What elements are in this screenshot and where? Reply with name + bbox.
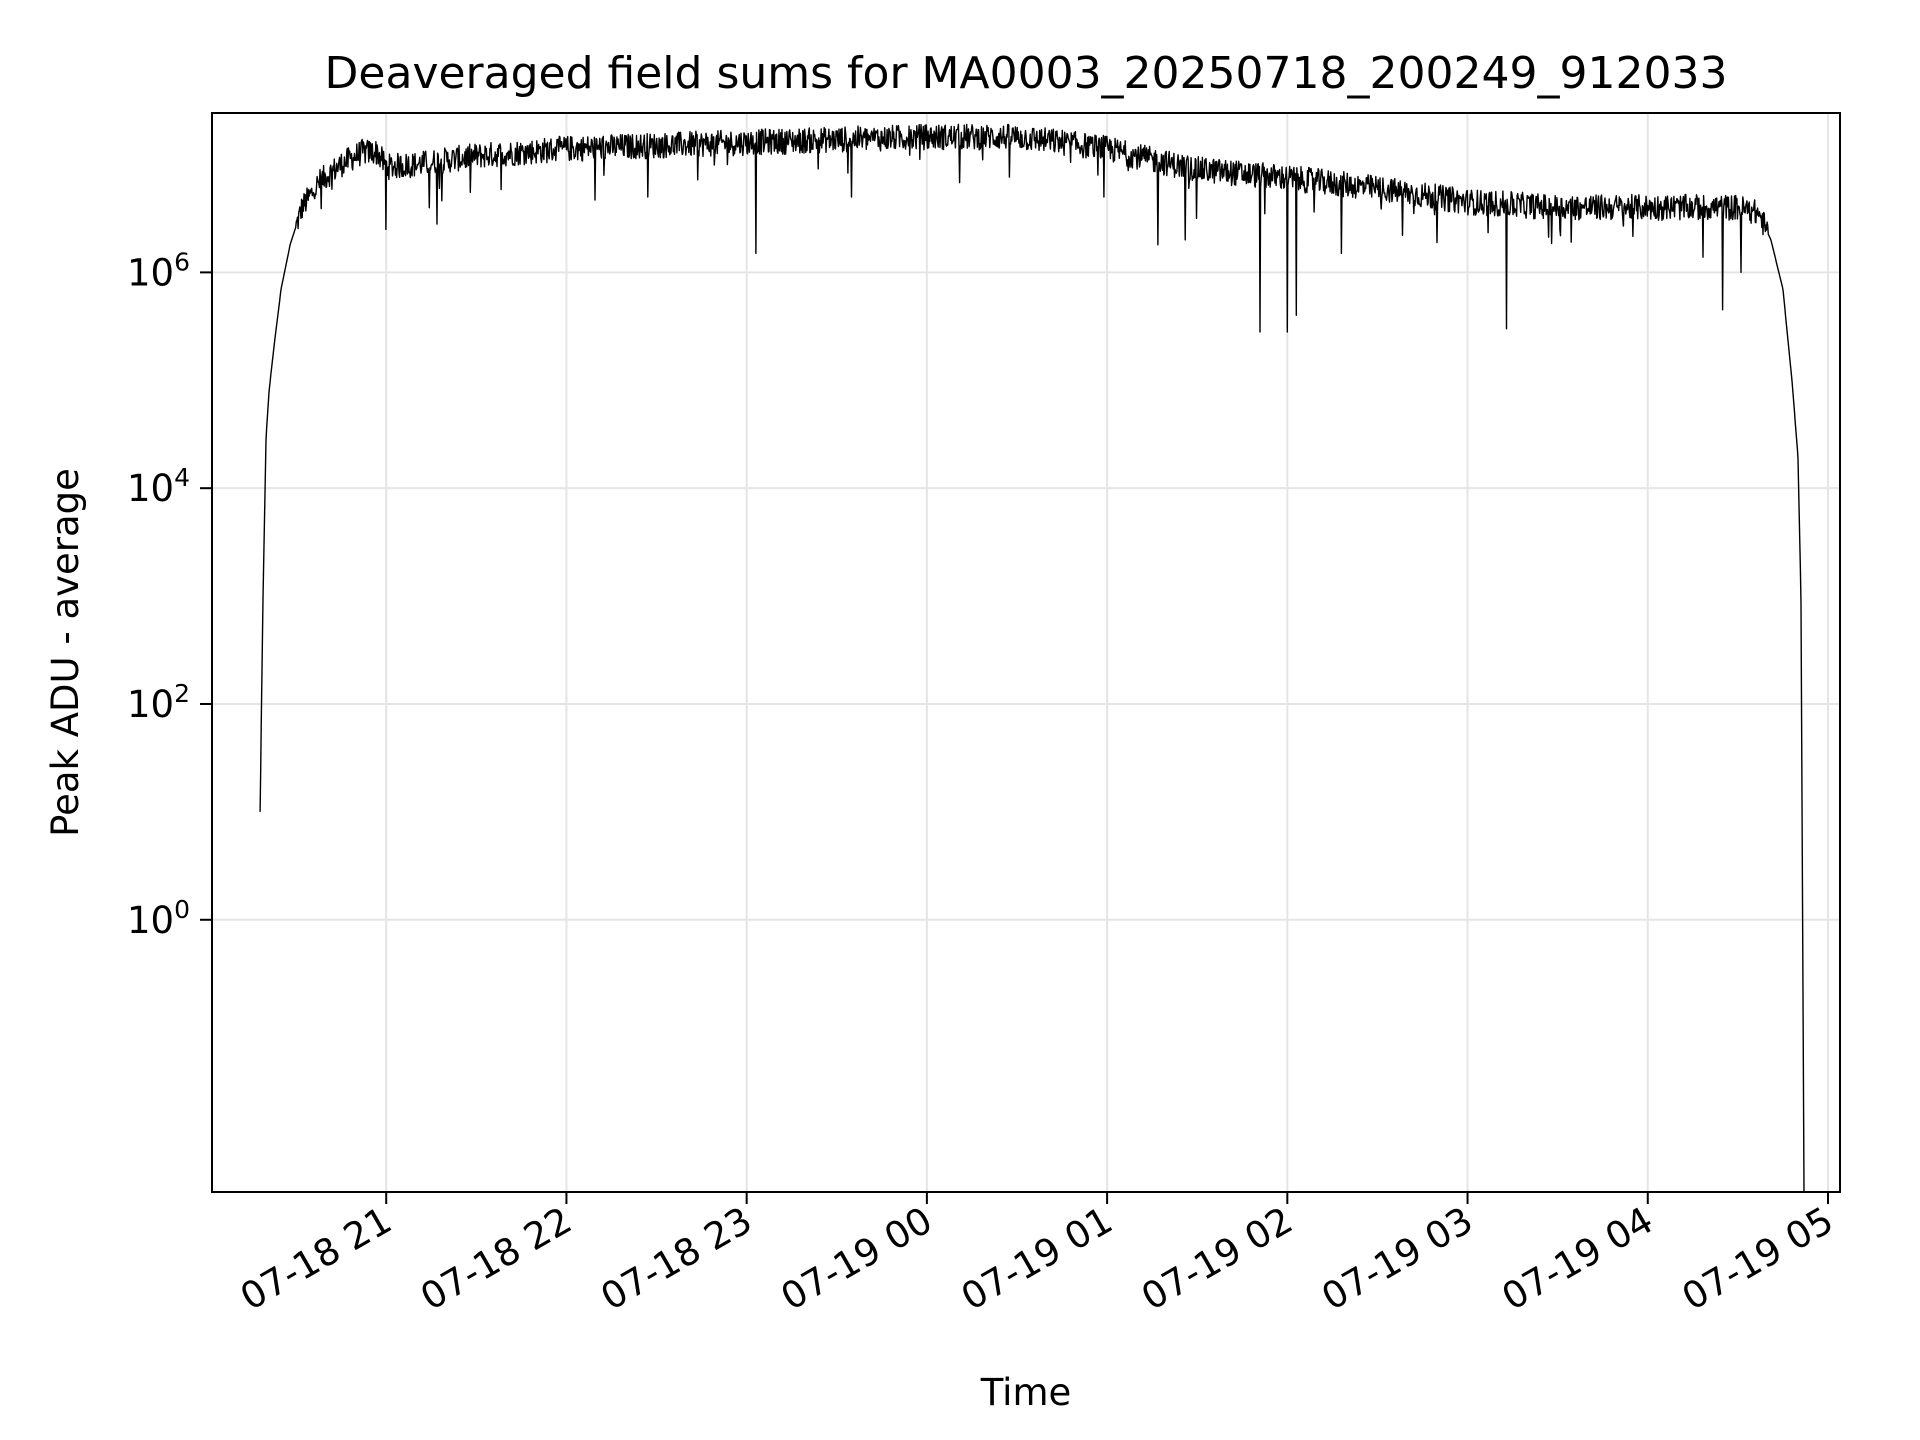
y-tick-label: 106: [127, 247, 190, 294]
grid: [212, 113, 1840, 1192]
y-tick-label: 104: [127, 463, 190, 510]
x-axis-label: Time: [980, 1371, 1072, 1414]
y-tick-label: 102: [127, 679, 190, 726]
plot-frame: [211, 112, 1841, 1193]
series-path: [259, 123, 1805, 1193]
y-axis-ticks: 100 102 104 106: [127, 247, 212, 942]
series-line: [259, 123, 1805, 1193]
chart-title: Deaveraged field sums for MA0003_2025071…: [325, 48, 1728, 99]
y-tick-label: 100: [127, 895, 190, 942]
y-axis-label: Peak ADU - average: [44, 468, 87, 837]
